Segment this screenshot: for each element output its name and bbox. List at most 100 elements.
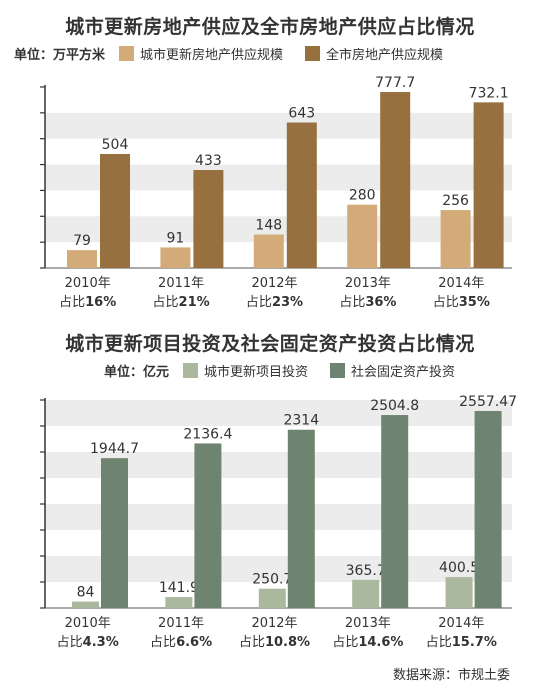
- x-tick-label: 2013年: [345, 276, 391, 291]
- data-label: 2136.4: [183, 426, 232, 442]
- data-label: 643: [288, 106, 315, 122]
- investment-chart-panel: 城市更新项目投资及社会固定资产投资占比情况 单位：亿元 城市更新项目投资 社会固…: [0, 325, 540, 655]
- legend-entry-urban-renewal-supply: 城市更新房地产供应规模: [119, 44, 283, 63]
- x-tick-label: 2013年: [345, 616, 391, 631]
- bar-total: [473, 102, 504, 269]
- x-tick-label: 2014年: [438, 276, 484, 291]
- legend-swatch: [119, 46, 135, 61]
- data-label: 79: [73, 233, 91, 249]
- x-tick-label: 2012年: [251, 276, 297, 291]
- bar-total: [286, 122, 317, 268]
- data-label: 433: [195, 153, 222, 169]
- share-prefix: 占比: [57, 635, 83, 650]
- bar-renewal: [67, 250, 97, 268]
- share-value: 14.6%: [358, 635, 403, 650]
- data-label: 777.7: [375, 75, 415, 91]
- bar-renewal: [72, 601, 99, 608]
- share-label: 占比14.6%: [332, 635, 403, 650]
- data-label: 400.5: [439, 560, 479, 576]
- share-label: 占比10.8%: [239, 635, 310, 650]
- legend-swatch: [305, 46, 321, 61]
- share-label: 占比15.7%: [426, 635, 497, 650]
- share-value: 21%: [179, 295, 210, 310]
- data-label: 141.9: [159, 580, 199, 596]
- share-label: 占比35%: [433, 295, 490, 310]
- share-prefix: 占比: [339, 295, 365, 310]
- supply-chart-panel: 城市更新房地产供应及全市房地产供应占比情况 单位：万平方米 城市更新房地产供应规…: [0, 0, 540, 315]
- investment-bar-chart: 841944.72010年占比4.3%141.92136.42011年占比6.6…: [40, 394, 517, 650]
- share-prefix: 占比: [433, 295, 459, 310]
- x-tick-label: 2012年: [251, 616, 297, 631]
- share-label: 占比4.3%: [57, 635, 119, 650]
- bar-renewal: [258, 588, 286, 608]
- bar-total: [101, 458, 128, 608]
- legend-swatch: [330, 363, 346, 378]
- bar-total: [474, 410, 502, 608]
- supply-bar-chart: 795042010年占比16%914332011年占比21%1486432012…: [40, 75, 512, 310]
- bar-total: [100, 153, 130, 268]
- share-prefix: 占比: [426, 635, 452, 650]
- share-prefix: 占比: [246, 295, 272, 310]
- investment-chart-title: 城市更新项目投资及社会固定资产投资占比情况: [65, 333, 475, 355]
- legend-label: 社会固定资产投资: [351, 365, 456, 380]
- x-tick-label: 2011年: [158, 276, 204, 291]
- share-prefix: 占比: [332, 635, 358, 650]
- data-label: 2314: [283, 413, 319, 429]
- share-label: 占比21%: [153, 295, 210, 310]
- share-value: 36%: [365, 295, 396, 310]
- data-label: 732.1: [469, 85, 509, 101]
- data-label: 504: [102, 137, 129, 153]
- supply-chart-title: 城市更新房地产供应及全市房地产供应占比情况: [65, 16, 475, 38]
- bar-total: [380, 92, 411, 268]
- share-value: 35%: [459, 295, 490, 310]
- data-label: 148: [255, 218, 282, 234]
- share-label: 占比6.6%: [150, 635, 212, 650]
- bar-renewal: [160, 247, 191, 268]
- share-value: 6.6%: [176, 635, 212, 650]
- bar-total: [381, 415, 409, 608]
- data-source-note: 数据来源：市规土委: [392, 668, 510, 683]
- supply-chart-legend: 单位：万平方米 城市更新房地产供应规模 全市房地产供应规模: [0, 44, 540, 63]
- bar-renewal: [347, 204, 378, 268]
- x-tick-label: 2011年: [158, 616, 204, 631]
- x-tick-label: 2010年: [65, 276, 111, 291]
- share-prefix: 占比: [239, 635, 265, 650]
- bar-renewal: [165, 597, 193, 608]
- share-value: 16%: [85, 295, 116, 310]
- legend-swatch: [183, 363, 199, 378]
- data-label: 91: [166, 230, 184, 246]
- data-label: 250.7: [252, 572, 292, 588]
- investment-chart-unit: 单位：亿元: [104, 365, 170, 380]
- data-label: 365.7: [346, 563, 386, 579]
- bar-renewal: [445, 577, 473, 608]
- share-value: 10.8%: [265, 635, 310, 650]
- data-label: 2504.8: [370, 398, 419, 414]
- grid-band: [45, 400, 512, 426]
- share-prefix: 占比: [153, 295, 179, 310]
- legend-entry-city-supply: 全市房地产供应规模: [305, 44, 443, 63]
- share-prefix: 占比: [150, 635, 176, 650]
- legend-entry-fixed-asset-investment: 社会固定资产投资: [330, 361, 455, 380]
- data-label: 256: [442, 193, 469, 209]
- share-prefix: 占比: [59, 295, 85, 310]
- share-value: 4.3%: [83, 635, 119, 650]
- legend-label: 城市更新项目投资: [204, 365, 309, 380]
- share-label: 占比23%: [246, 295, 303, 310]
- data-label: 84: [77, 585, 95, 601]
- bar-total: [194, 443, 222, 608]
- data-label: 2557.47: [459, 394, 517, 410]
- bar-renewal: [352, 579, 380, 608]
- bar-renewal: [440, 210, 471, 268]
- bar-renewal: [253, 234, 284, 268]
- share-label: 占比16%: [59, 295, 116, 310]
- share-value: 23%: [272, 295, 303, 310]
- legend-entry-urban-renewal-investment: 城市更新项目投资: [183, 361, 308, 380]
- share-label: 占比36%: [339, 295, 396, 310]
- investment-chart-legend: 单位：亿元 城市更新项目投资 社会固定资产投资: [0, 361, 540, 380]
- grid-band: [45, 112, 512, 139]
- data-label: 1944.7: [90, 441, 139, 457]
- bar-total: [287, 429, 315, 608]
- share-value: 15.7%: [452, 635, 497, 650]
- data-label: 280: [349, 188, 376, 204]
- bar-total: [193, 170, 224, 268]
